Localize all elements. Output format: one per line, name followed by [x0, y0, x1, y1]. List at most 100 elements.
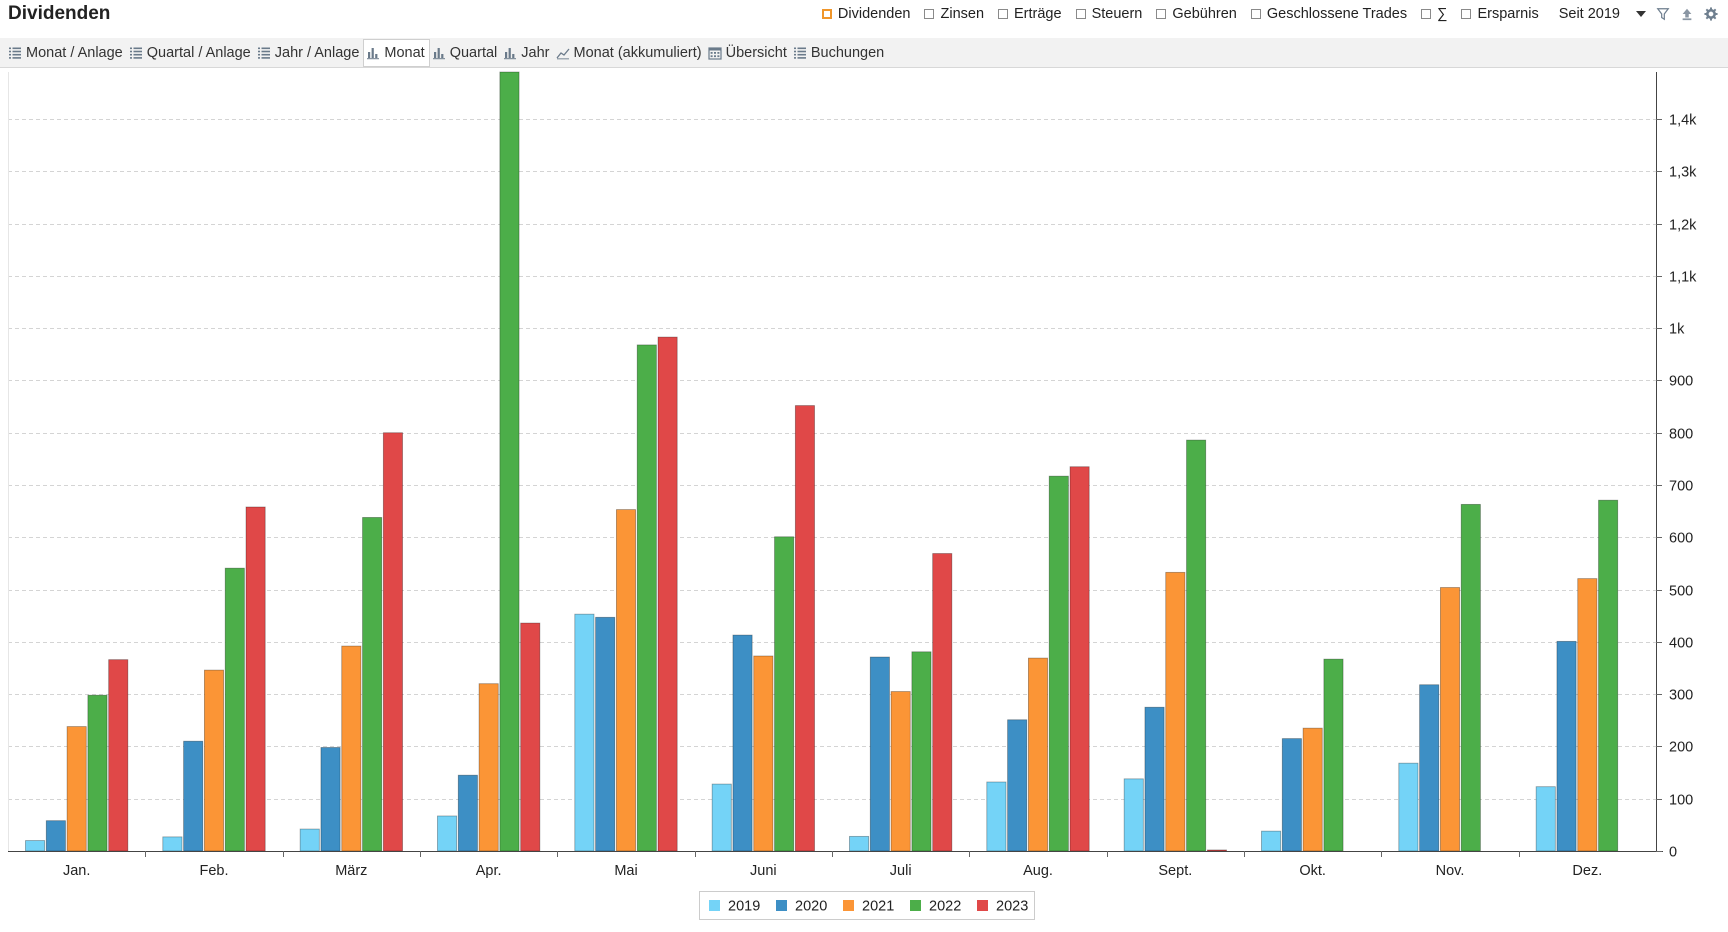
checkbox[interactable]: [924, 9, 935, 19]
bar-2023-5[interactable]: [657, 336, 678, 852]
checkbox[interactable]: [821, 9, 832, 19]
bar-2020-3[interactable]: [320, 747, 341, 852]
filter-3[interactable]: Erträge: [998, 6, 1062, 22]
view-tab-2[interactable]: Quartal / Anlage: [127, 40, 255, 66]
filter-2[interactable]: Zinsen: [924, 6, 984, 22]
bar-2023-4[interactable]: [520, 622, 541, 852]
bar-2019-4[interactable]: [437, 815, 458, 852]
filter-label: Dividenden: [837, 6, 911, 22]
view-tab-label: Quartal / Anlage: [146, 44, 251, 61]
dividend-bar-chart: Jan. Feb. März Apr. Mai Juni Juli Aug. Sept. Okt.…: [8, 71, 1697, 920]
bar-2023-6[interactable]: [794, 405, 815, 852]
legend: 2019 2020 2021 2022 2023: [699, 891, 1035, 920]
x-tick-label: Sept.: [1158, 863, 1192, 879]
legend-item-2022[interactable]: 2022: [910, 899, 961, 915]
checkbox[interactable]: [1075, 9, 1086, 19]
bar-2022-7[interactable]: [911, 651, 932, 852]
bar-2023-1[interactable]: [108, 659, 129, 852]
bar-2019-3[interactable]: [299, 828, 320, 852]
bar-2021-10[interactable]: [1302, 727, 1323, 852]
bar-2020-6[interactable]: [732, 634, 753, 852]
bar-2022-2[interactable]: [224, 567, 245, 852]
chart-area: Jan. Feb. März Apr. Mai Juni Juli Aug. Sept. Okt.…: [0, 68, 1728, 927]
gear-icon[interactable]: [1704, 6, 1718, 22]
bar-2022-9[interactable]: [1186, 439, 1207, 852]
bar-2019-10[interactable]: [1261, 830, 1282, 852]
bar-2023-7[interactable]: [932, 553, 953, 852]
bar-2019-7[interactable]: [849, 835, 870, 852]
view-tab-7[interactable]: Monat (akkumuliert): [554, 40, 706, 66]
filter-8[interactable]: Ersparnis: [1461, 6, 1539, 22]
bar-2021-4[interactable]: [478, 683, 499, 852]
checkbox[interactable]: [998, 9, 1009, 19]
legend-item-2019[interactable]: 2019: [709, 899, 760, 915]
bar-2019-1[interactable]: [25, 840, 46, 852]
checkbox[interactable]: [1250, 9, 1261, 19]
chevron-down-icon[interactable]: [1636, 11, 1646, 17]
bar-2023-8[interactable]: [1069, 466, 1090, 852]
bar-2020-10[interactable]: [1281, 738, 1302, 852]
bar-2020-11[interactable]: [1419, 684, 1440, 852]
bar-2022-3[interactable]: [362, 517, 383, 852]
filter-1[interactable]: Dividenden: [821, 6, 911, 22]
bar-2020-2[interactable]: [183, 740, 204, 852]
bar-2020-7[interactable]: [869, 656, 890, 852]
filter-4[interactable]: Steuern: [1075, 6, 1142, 22]
view-tab-9[interactable]: Buchungen: [791, 40, 888, 66]
filter-5[interactable]: Gebühren: [1156, 6, 1237, 22]
view-tab-1[interactable]: Monat / Anlage: [6, 40, 127, 66]
bar-2023-2[interactable]: [245, 506, 266, 852]
view-tab-5[interactable]: Quartal: [430, 40, 502, 66]
bar-2023-3[interactable]: [382, 432, 403, 852]
bar-2019-8[interactable]: [986, 781, 1007, 852]
view-tab-label: Quartal: [449, 44, 498, 61]
bar-2021-3[interactable]: [341, 645, 362, 852]
filter-icon[interactable]: [1656, 6, 1670, 22]
bar-2021-6[interactable]: [753, 655, 774, 852]
legend-item-2021[interactable]: 2021: [843, 899, 894, 915]
bar-2019-9[interactable]: [1123, 778, 1144, 852]
bar-2020-1[interactable]: [45, 820, 66, 852]
bar-2019-6[interactable]: [711, 783, 732, 852]
export-icon[interactable]: [1680, 6, 1694, 22]
bar-2022-11[interactable]: [1460, 503, 1481, 852]
legend-item-2020[interactable]: 2020: [776, 899, 827, 915]
bar-2019-2[interactable]: [162, 836, 183, 852]
bar-2022-5[interactable]: [636, 344, 657, 852]
bar-2021-11[interactable]: [1440, 587, 1461, 852]
view-tab-4[interactable]: Monat: [363, 38, 430, 67]
period-select[interactable]: Seit 2019: [1559, 6, 1646, 22]
bar-2019-12[interactable]: [1535, 786, 1556, 852]
bar-2022-12[interactable]: [1598, 499, 1619, 852]
bar-2021-2[interactable]: [203, 669, 224, 852]
bar-2021-8[interactable]: [1028, 657, 1049, 852]
checkbox[interactable]: [1461, 9, 1472, 19]
filter-7[interactable]: ∑: [1421, 6, 1447, 22]
bar-2020-4[interactable]: [457, 774, 478, 852]
legend-item-2023[interactable]: 2023: [977, 899, 1028, 915]
checkbox[interactable]: [1421, 9, 1432, 19]
bar-2021-9[interactable]: [1165, 571, 1186, 852]
bar-2021-12[interactable]: [1577, 578, 1598, 852]
bar-2021-5[interactable]: [616, 509, 637, 852]
bar-2022-10[interactable]: [1323, 658, 1344, 852]
checkbox[interactable]: [1156, 9, 1167, 19]
bar-2022-4[interactable]: [499, 71, 520, 852]
bar-2023-9[interactable]: [1206, 849, 1227, 852]
bar-2022-8[interactable]: [1048, 475, 1069, 852]
view-tab-8[interactable]: Übersicht: [706, 40, 791, 66]
bar-2019-11[interactable]: [1398, 762, 1419, 852]
view-tab-6[interactable]: Jahr: [501, 40, 553, 66]
bar-2020-5[interactable]: [595, 616, 616, 852]
bar-2019-5[interactable]: [574, 613, 595, 852]
bar-2021-7[interactable]: [890, 691, 911, 852]
y-tick-label: 400: [1669, 636, 1693, 652]
bar-2022-6[interactable]: [774, 536, 795, 852]
view-tab-3[interactable]: Jahr / Anlage: [255, 40, 364, 66]
bar-2020-8[interactable]: [1007, 719, 1028, 852]
bar-2020-12[interactable]: [1556, 640, 1577, 852]
bar-2020-9[interactable]: [1144, 706, 1165, 852]
bar-2021-1[interactable]: [66, 726, 87, 852]
filter-6[interactable]: Geschlossene Trades: [1250, 6, 1407, 22]
bar-2022-1[interactable]: [87, 694, 108, 852]
